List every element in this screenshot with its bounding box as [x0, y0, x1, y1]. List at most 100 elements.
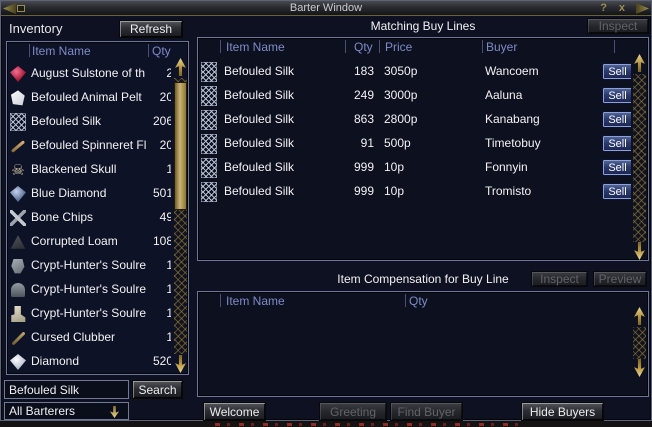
greeting-button[interactable]: Greeting [319, 402, 387, 421]
find-buyer-button[interactable]: Find Buyer [390, 402, 463, 421]
scroll-down-icon[interactable] [633, 359, 646, 377]
column-divider [220, 40, 221, 53]
buy-item-name: Befouled Silk [224, 160, 295, 174]
scroll-down-icon[interactable] [633, 242, 646, 260]
column-header-qty: Qty [354, 40, 373, 54]
item-name: Crypt-Hunter's Soulre [31, 282, 146, 296]
buy-qty: 183 [353, 64, 374, 78]
item-name: August Sulstone of th [31, 66, 146, 80]
item-qty: 501 [152, 186, 171, 200]
title-left-ornament-icon [3, 3, 16, 14]
inventory-row[interactable]: Corrupted Loam 108 [7, 230, 171, 254]
inventory-row[interactable]: Blue Diamond 501 [7, 182, 171, 206]
silk-lattice-icon [201, 182, 217, 202]
search-button[interactable]: Search [132, 380, 183, 399]
scrollbar-thumb[interactable] [174, 82, 187, 210]
buyer-name: Aaluna [485, 88, 523, 102]
inventory-row[interactable]: Cursed Clubber 1 [7, 326, 171, 350]
hide-buyers-button[interactable]: Hide Buyers [521, 402, 604, 421]
close-icon[interactable]: x [618, 2, 625, 14]
inventory-label: Inventory [9, 21, 63, 36]
sell-button[interactable]: Sell [602, 87, 631, 104]
buy-line-row[interactable]: Befouled Silk 999 10p Tromisto Sell [198, 180, 631, 204]
barterer-filter-dropdown[interactable]: All Barterers [4, 402, 129, 420]
inspect-button[interactable]: Inspect [587, 18, 649, 34]
refresh-button[interactable]: Refresh [119, 20, 183, 38]
scroll-up-icon[interactable] [634, 307, 645, 325]
buy-line-row[interactable]: Befouled Silk 999 10p Fonnyin Sell [198, 156, 631, 180]
sell-button[interactable]: Sell [602, 183, 631, 200]
buy-line-row[interactable]: Befouled Silk 183 3050p Wancoem Sell [198, 60, 631, 84]
item-name: Crypt-Hunter's Soulre [31, 306, 146, 320]
column-divider [482, 40, 483, 53]
buy-price: 500p [384, 136, 411, 150]
inventory-row[interactable]: Diamond 520 [7, 350, 171, 374]
buy-line-row[interactable]: Befouled Silk 91 500p Timetobuy Sell [198, 132, 631, 156]
scroll-up-icon[interactable] [175, 58, 186, 76]
inventory-row[interactable]: Crypt-Hunter's Soulre 1 [7, 302, 171, 326]
buy-lines-title: Matching Buy Lines [370, 19, 476, 33]
sell-button[interactable]: Sell [602, 159, 631, 176]
silk-lattice-icon [201, 62, 217, 82]
buy-item-name: Befouled Silk [224, 112, 295, 126]
compensation-title: Item Compensation for Buy Line [337, 272, 509, 286]
title-bar[interactable]: Barter Window ? x [1, 1, 651, 16]
inventory-row[interactable]: Befouled Animal Pelt 20 [7, 86, 171, 110]
buy-line-row[interactable]: Befouled Silk 249 3000p Aaluna Sell [198, 84, 631, 108]
skull-icon: ☠ [11, 161, 25, 179]
item-name: Bone Chips [31, 210, 94, 224]
item-name: Befouled Spinneret Fl [31, 138, 147, 152]
inventory-row[interactable]: Befouled Spinneret Fl 20 [7, 134, 171, 158]
column-header-buyer: Buyer [486, 40, 518, 54]
inventory-row[interactable]: ☠ Blackened Skull 1 [7, 158, 171, 182]
silk-lattice-icon [201, 86, 217, 106]
gauntlet-icon [11, 258, 25, 274]
scroll-down-icon[interactable] [174, 355, 187, 373]
inventory-row[interactable]: Crypt-Hunter's Soulre 1 [7, 254, 171, 278]
inventory-row[interactable]: Crypt-Hunter's Soulre 1 [7, 278, 171, 302]
item-qty: 49 [159, 210, 171, 224]
column-header-qty: Qty [152, 44, 171, 58]
spear-icon [10, 330, 26, 346]
buy-price: 2800p [384, 112, 418, 126]
boot-icon [11, 306, 26, 322]
help-icon[interactable]: ? [600, 2, 607, 14]
helmet-icon [11, 283, 25, 297]
needle-icon [10, 138, 26, 154]
item-qty: 206 [152, 114, 171, 128]
item-name: Cursed Clubber [31, 330, 116, 344]
sell-button[interactable]: Sell [602, 135, 631, 152]
item-qty: 108 [152, 234, 171, 248]
sell-button[interactable]: Sell [602, 63, 631, 80]
buy-qty: 863 [353, 112, 374, 126]
inventory-row[interactable]: August Sulstone of th 2 [7, 62, 171, 86]
scrollbar-track[interactable] [633, 74, 646, 242]
welcome-button[interactable]: Welcome [203, 402, 266, 421]
item-qty: 1 [166, 306, 171, 320]
item-name: Befouled Silk [31, 114, 102, 128]
compensation-inspect-button[interactable]: Inspect [531, 271, 588, 287]
silk-lattice-icon [10, 113, 26, 131]
buy-item-name: Befouled Silk [224, 64, 295, 78]
buy-price: 10p [384, 160, 405, 174]
item-name: Blackened Skull [31, 162, 117, 176]
buy-qty: 999 [353, 184, 374, 198]
search-input[interactable] [4, 380, 129, 399]
window-title: Barter Window [289, 2, 363, 14]
buyer-name: Timetobuy [485, 136, 541, 150]
background-chat-text [215, 423, 525, 426]
compensation-preview-button[interactable]: Preview [593, 271, 647, 287]
buy-price: 10p [384, 184, 405, 198]
inventory-row[interactable]: Bone Chips 49 [7, 206, 171, 230]
silk-lattice-icon [201, 134, 217, 154]
inventory-row[interactable]: Befouled Silk 206 [7, 110, 171, 134]
column-divider [405, 294, 406, 307]
desktop-background-strip [0, 421, 652, 427]
scrollbar-track[interactable] [633, 327, 646, 359]
sell-button[interactable]: Sell [602, 111, 631, 128]
buy-line-row[interactable]: Befouled Silk 863 2800p Kanabang Sell [198, 108, 631, 132]
column-divider [148, 44, 149, 57]
item-qty: 20 [159, 138, 171, 152]
scroll-up-icon[interactable] [634, 54, 645, 72]
